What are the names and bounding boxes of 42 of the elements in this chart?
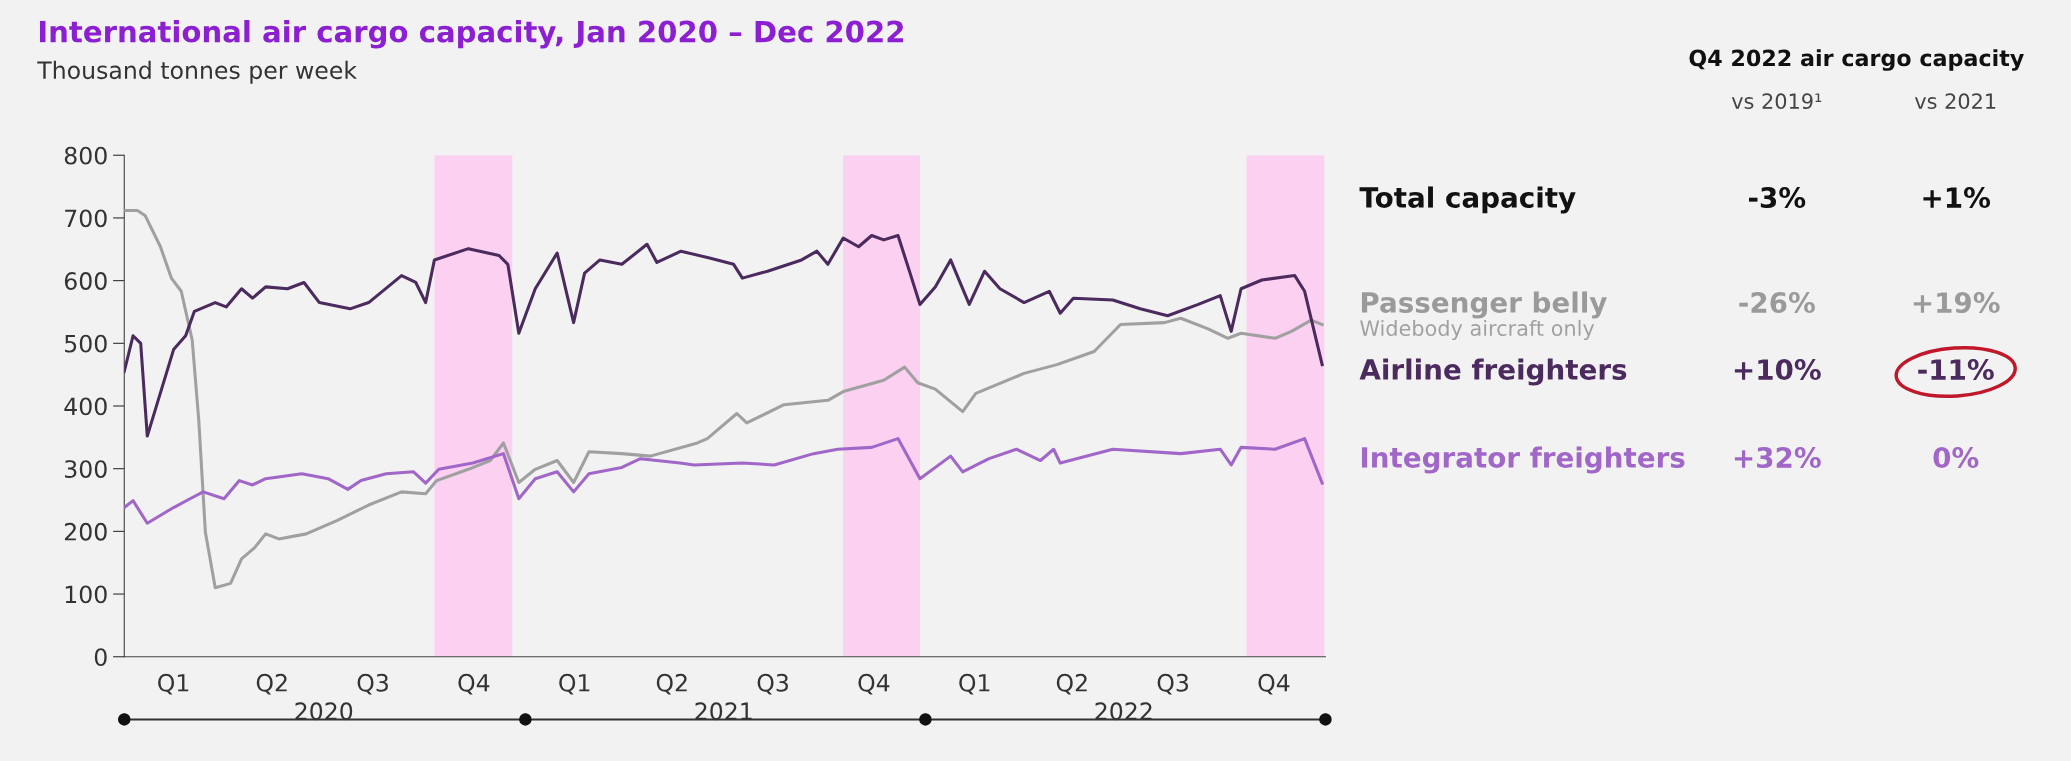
y-tick-label: 300 (65, 460, 107, 478)
category-label: vs 2019¹ (1731, 93, 1822, 110)
x-tick-label: Q2 (656, 673, 687, 695)
x-tick-label: Q4 (858, 673, 890, 695)
y-tick-label: 400 (64, 397, 107, 416)
text: Q4 2022 air cargo capacity (1689, 49, 2024, 71)
x-tick-label: Q2 (1056, 673, 1087, 695)
chart-title: International air cargo capacity, Jan 2020 – Dec 2022 (39, 20, 904, 49)
text: 0% (1933, 447, 1979, 469)
x-tick-label: Q4 (458, 673, 490, 695)
line-series (124, 208, 1324, 590)
x-tick-label: Q4 (1258, 673, 1290, 695)
y-tick-label: 100 (65, 585, 107, 604)
text: +10% (1734, 359, 1821, 381)
text: +19% (1913, 292, 2000, 314)
category-label: Integrator freighters (1361, 446, 1685, 474)
text: +1% (1923, 187, 1991, 209)
category-label: Airline freighters (1359, 358, 1627, 386)
text: Widebody aircraft only (1360, 319, 1595, 341)
x-tick-label: Q3 (357, 673, 388, 695)
text: -11% (1918, 359, 1994, 381)
chart-subtitle: Thousand tonnes per week (37, 60, 357, 84)
y-tick-label: 800 (64, 146, 107, 165)
y-tick-label: 200 (64, 522, 107, 541)
text: -26% (1739, 292, 1815, 314)
line-series (124, 437, 1324, 525)
y-tick-label: 500 (65, 334, 107, 353)
x-tick-label: Q1 (959, 673, 990, 695)
x-tick-label: Q2 (256, 673, 287, 695)
y-tick-label: 700 (65, 209, 107, 228)
line-series (124, 233, 1324, 438)
x-tick-label: Q3 (757, 673, 788, 695)
y-tick-label: 0 (94, 648, 107, 667)
category-label: Passenger belly (1361, 291, 1607, 319)
category-label: Total capacity (1359, 186, 1576, 214)
text: -3% (1748, 187, 1806, 209)
text: +32% (1734, 447, 1821, 469)
category-label: vs 2021 (1914, 93, 1996, 110)
x-tick-label: Q3 (1157, 673, 1189, 695)
x-tick-label: Q1 (559, 673, 590, 695)
y-tick-label: 600 (64, 272, 107, 290)
x-tick-label: Q1 (158, 673, 189, 695)
